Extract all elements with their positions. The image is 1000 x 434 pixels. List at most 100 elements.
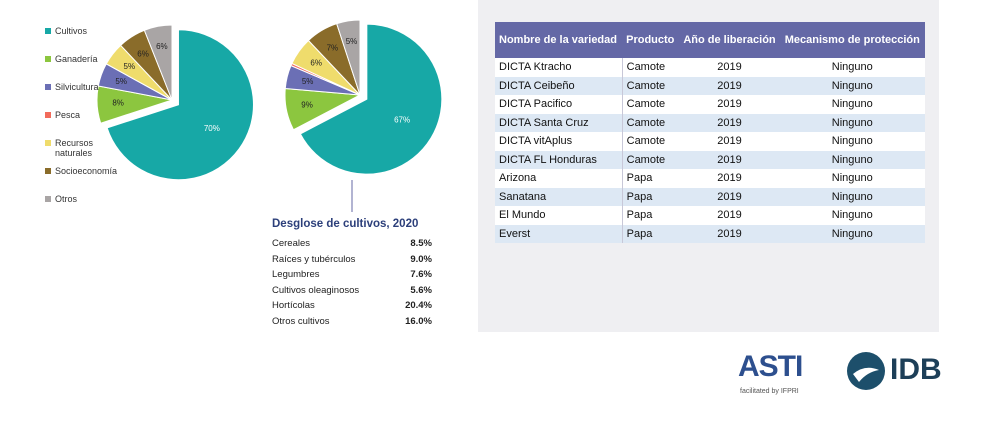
table-row: Sanatana Papa 2019 Ninguno <box>495 187 925 206</box>
slice-label: 7% <box>327 44 339 53</box>
legend-item: Pesca <box>45 110 125 120</box>
legend-label: Silvicultura <box>55 82 99 92</box>
slice-label: 9% <box>301 101 313 110</box>
legend-item: Ganadería <box>45 54 125 64</box>
table-cell: Papa <box>621 224 679 243</box>
slice-label: 5% <box>302 77 314 86</box>
table-row: DICTA Pacifico Camote 2019 Ninguno <box>495 95 925 114</box>
idb-logo: IDB <box>890 353 942 386</box>
table-cell: 2019 <box>678 95 781 114</box>
idb-emblem <box>847 352 885 390</box>
crop-name: Cultivos oleaginosos <box>272 284 360 296</box>
breakdown-row: Legumbres 7.6% <box>272 269 432 285</box>
slice-label: 5% <box>124 62 136 71</box>
slice-label: 5% <box>346 37 358 46</box>
legend-swatch <box>45 84 51 90</box>
table-cell: Papa <box>621 187 679 206</box>
table-cell: Camote <box>621 95 679 114</box>
variety-table: Nombre de la variedad Producto Año de libe… <box>495 22 925 243</box>
crop-share: 5.6% <box>410 284 432 296</box>
column-header: Mecanismo de protección <box>780 22 925 58</box>
table-cell: 2019 <box>678 113 781 132</box>
breakdown-title: Desglose de cultivos, 2020 <box>272 218 419 230</box>
column-header: Nombre de la variedad <box>495 22 623 58</box>
table-cell: Ninguno <box>780 224 925 243</box>
table-cell: 2019 <box>678 58 781 77</box>
crop-share: 9.0% <box>410 253 432 265</box>
table-cell: Ninguno <box>780 150 925 169</box>
table-cell: Camote <box>621 76 679 95</box>
crop-name: Raíces y tubérculos <box>272 253 356 265</box>
table-row: El Mundo Papa 2019 Ninguno <box>495 206 925 225</box>
table-cell: Papa <box>621 169 679 188</box>
crop-name: Cereales <box>272 238 311 249</box>
legend-label: Socioeconomía <box>55 166 118 176</box>
table-cell: Ninguno <box>780 132 925 151</box>
legend-swatch <box>45 196 51 202</box>
table-cell: Ninguno <box>780 169 925 188</box>
legend-label: Otros <box>55 194 78 204</box>
legend-item: Silvicultura <box>45 82 125 92</box>
slice-label: 5% <box>115 77 127 86</box>
table-cell: DICTA Ceibeño <box>495 76 623 95</box>
pie-charts: 70%8%5%5%6%6% 67%9%5%6%7%5% <box>96 19 443 212</box>
table-cell: Papa <box>621 206 679 225</box>
breakdown-row: Cereales 8.5% <box>272 238 432 254</box>
table-cell: Everst <box>495 224 623 243</box>
table-row: DICTA Ceibeño Camote 2019 Ninguno <box>495 76 925 95</box>
table-cell: DICTA FL Honduras <box>495 150 623 169</box>
crop-name: Hortícolas <box>272 300 315 312</box>
slice-label: 6% <box>137 50 149 59</box>
table-cell: DICTA Ktracho <box>495 58 623 77</box>
pie-slice <box>106 29 254 181</box>
table-cell: Arizona <box>495 169 623 188</box>
table-cell: 2019 <box>678 187 781 206</box>
table-cell: Ninguno <box>780 206 925 225</box>
table-cell: DICTA vitAplus <box>495 132 623 151</box>
table-cell: Camote <box>621 132 679 151</box>
breakdown-row: Raíces y tubérculos 9.0% <box>272 254 432 270</box>
legend-item: Cultivos <box>45 26 125 36</box>
table-cell: 2019 <box>678 76 781 95</box>
crop-share: 20.4% <box>405 300 432 312</box>
legend-swatch <box>45 140 51 146</box>
table-cell: Camote <box>621 113 679 132</box>
column-header: Año de liberación <box>678 22 781 58</box>
table-row: Arizona Papa 2019 Ninguno <box>495 169 925 188</box>
legend-label: Ganadería <box>55 54 98 64</box>
legend-label: Cultivos <box>55 26 88 36</box>
table-cell: 2019 <box>678 132 781 151</box>
table-cell: Camote <box>621 58 679 77</box>
breakdown-row: Cultivos oleaginosos 5.6% <box>272 285 432 301</box>
table-cell: Ninguno <box>780 113 925 132</box>
breakdown-row: Otros cultivos 16.0% <box>272 316 432 332</box>
table-row: DICTA vitAplus Camote 2019 Ninguno <box>495 132 925 151</box>
crop-name: Legumbres <box>272 269 320 281</box>
legend-label: Pesca <box>55 110 81 120</box>
table-cell: Camote <box>621 150 679 169</box>
table-cell: Sanatana <box>495 187 623 206</box>
table-cell: Ninguno <box>780 187 925 206</box>
table-row: DICTA Ktracho Camote 2019 Ninguno <box>495 58 925 77</box>
slice-label: 6% <box>156 42 168 51</box>
table-cell: Ninguno <box>780 95 925 114</box>
table-cell: 2019 <box>678 150 781 169</box>
column-header: Producto <box>622 22 679 58</box>
table-cell: Ninguno <box>780 76 925 95</box>
legend-swatch <box>45 168 51 174</box>
table-row: Everst Papa 2019 Ninguno <box>495 224 925 243</box>
slice-label: 67% <box>394 116 410 125</box>
crop-share: 7.6% <box>410 269 432 281</box>
legend-label: Recursos naturales <box>55 138 94 158</box>
crop-share: 8.5% <box>410 238 432 249</box>
pie: 70%8%5%5%6%6% <box>96 24 254 181</box>
table-cell: Ninguno <box>780 58 925 77</box>
legend-swatch <box>45 112 51 118</box>
slice-label: 70% <box>204 124 220 133</box>
slice-label: 6% <box>310 59 322 68</box>
legend-item: Otros <box>45 194 125 204</box>
crop-name: Otros cultivos <box>272 315 330 327</box>
asti-logo: ASTI <box>738 350 803 383</box>
table-cell: DICTA Pacifico <box>495 95 623 114</box>
